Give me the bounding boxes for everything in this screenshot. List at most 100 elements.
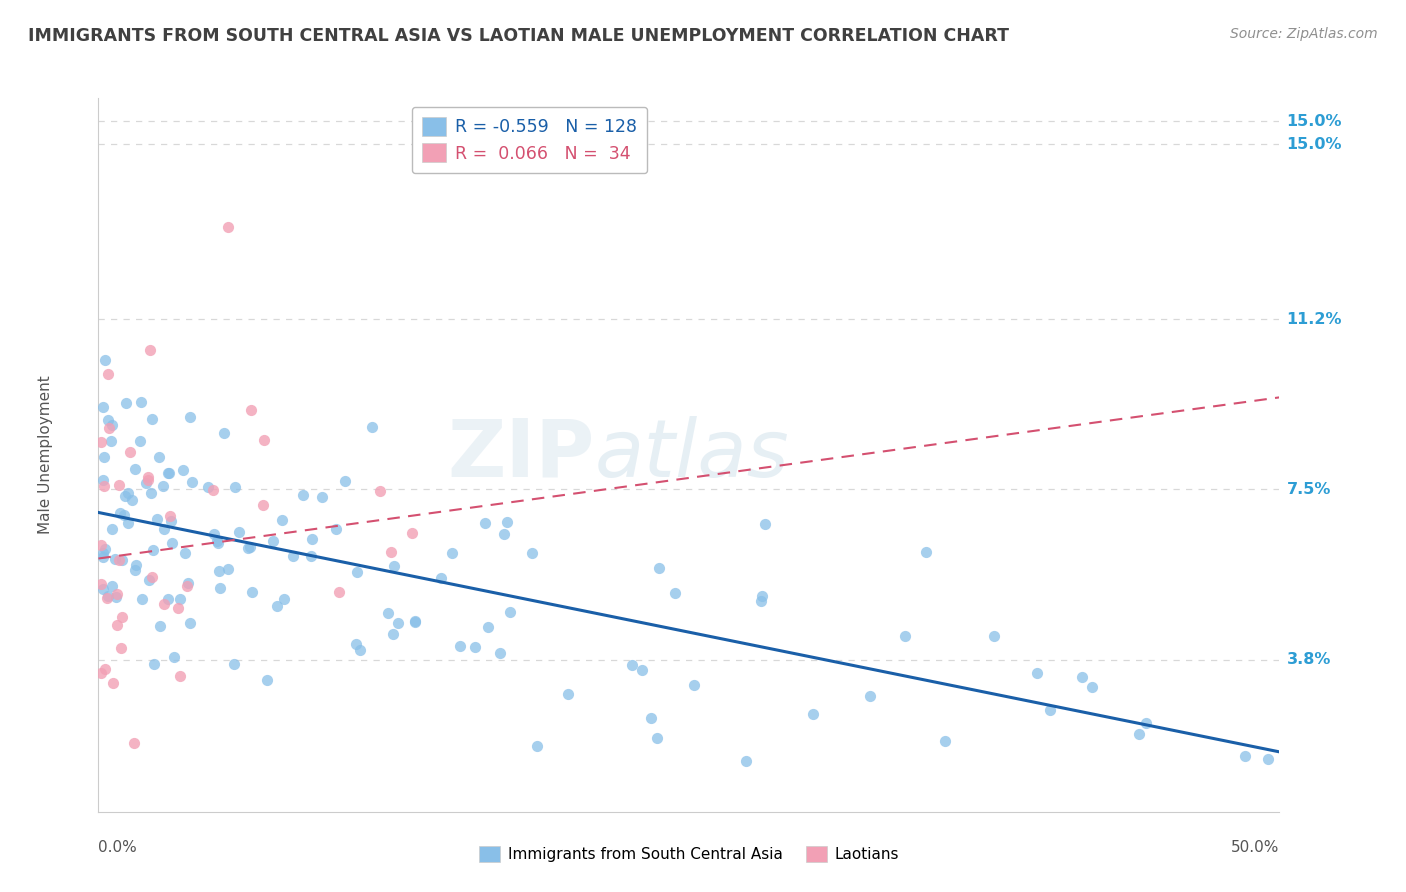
Point bbox=[172, 463, 194, 477]
Point bbox=[129, 434, 152, 449]
Point bbox=[734, 754, 756, 768]
Point bbox=[1071, 670, 1094, 684]
Point bbox=[281, 549, 304, 564]
Point bbox=[142, 657, 165, 671]
Text: 7.5%: 7.5% bbox=[1286, 482, 1331, 497]
Point bbox=[93, 479, 115, 493]
Point bbox=[1135, 715, 1157, 730]
Point bbox=[117, 485, 139, 500]
Point bbox=[239, 540, 262, 554]
Point bbox=[645, 731, 668, 745]
Point bbox=[111, 610, 134, 624]
Point bbox=[114, 489, 136, 503]
Point bbox=[217, 562, 239, 576]
Point bbox=[141, 570, 163, 584]
Point bbox=[197, 480, 219, 494]
Point bbox=[91, 546, 114, 560]
Point bbox=[138, 573, 160, 587]
Point bbox=[108, 478, 131, 492]
Point bbox=[252, 499, 274, 513]
Text: 50.0%: 50.0% bbox=[1232, 840, 1279, 855]
Point bbox=[141, 486, 163, 500]
Point bbox=[380, 545, 402, 559]
Point bbox=[152, 478, 174, 492]
Text: atlas: atlas bbox=[595, 416, 789, 494]
Point bbox=[299, 549, 322, 563]
Text: ZIP: ZIP bbox=[447, 416, 595, 494]
Point bbox=[262, 533, 284, 548]
Point bbox=[105, 590, 128, 604]
Point bbox=[105, 587, 128, 601]
Point bbox=[240, 584, 263, 599]
Point bbox=[499, 605, 522, 619]
Point bbox=[105, 617, 128, 632]
Point bbox=[430, 571, 453, 585]
Point bbox=[449, 640, 471, 654]
Point bbox=[179, 410, 201, 425]
Point bbox=[441, 546, 464, 560]
Point bbox=[557, 688, 579, 702]
Point bbox=[97, 421, 120, 435]
Point bbox=[1233, 748, 1256, 763]
Point bbox=[124, 461, 146, 475]
Point bbox=[377, 606, 399, 620]
Point bbox=[292, 488, 315, 502]
Point bbox=[163, 650, 186, 665]
Point bbox=[239, 403, 262, 417]
Point bbox=[90, 538, 112, 552]
Point bbox=[344, 637, 367, 651]
Point bbox=[115, 395, 138, 409]
Point bbox=[749, 594, 772, 608]
Point bbox=[382, 626, 405, 640]
Point bbox=[176, 576, 198, 591]
Point bbox=[224, 657, 246, 671]
Point bbox=[273, 592, 295, 607]
Point bbox=[683, 678, 706, 692]
Point bbox=[526, 739, 548, 753]
Point bbox=[488, 646, 510, 660]
Text: 11.2%: 11.2% bbox=[1286, 311, 1341, 326]
Point bbox=[217, 220, 239, 235]
Point bbox=[179, 616, 201, 631]
Point bbox=[236, 541, 259, 556]
Point bbox=[207, 536, 229, 550]
Point bbox=[1081, 680, 1104, 694]
Point bbox=[91, 550, 114, 565]
Point bbox=[477, 620, 499, 634]
Point bbox=[169, 669, 191, 683]
Point bbox=[621, 657, 644, 672]
Point bbox=[349, 643, 371, 657]
Point bbox=[135, 475, 157, 490]
Point bbox=[96, 591, 118, 605]
Point bbox=[1257, 752, 1279, 766]
Point bbox=[94, 541, 117, 556]
Point bbox=[169, 591, 191, 606]
Point bbox=[325, 522, 347, 536]
Point bbox=[648, 561, 671, 575]
Point bbox=[181, 475, 204, 490]
Point bbox=[91, 473, 114, 487]
Point bbox=[124, 563, 146, 577]
Point bbox=[97, 589, 120, 603]
Point bbox=[754, 516, 776, 531]
Point bbox=[156, 466, 179, 480]
Point bbox=[311, 490, 333, 504]
Point bbox=[271, 513, 294, 527]
Point bbox=[208, 581, 231, 595]
Point bbox=[104, 551, 127, 566]
Point bbox=[401, 525, 423, 540]
Point bbox=[153, 597, 176, 611]
Point bbox=[125, 558, 148, 572]
Point bbox=[111, 553, 134, 567]
Point bbox=[496, 515, 519, 529]
Point bbox=[464, 640, 486, 655]
Point bbox=[405, 615, 427, 630]
Point bbox=[159, 508, 181, 523]
Point bbox=[1128, 727, 1150, 741]
Point bbox=[893, 629, 915, 643]
Point bbox=[224, 480, 246, 494]
Point bbox=[162, 536, 184, 550]
Point bbox=[139, 343, 162, 358]
Text: Male Unemployment: Male Unemployment bbox=[38, 376, 53, 534]
Point bbox=[370, 483, 392, 498]
